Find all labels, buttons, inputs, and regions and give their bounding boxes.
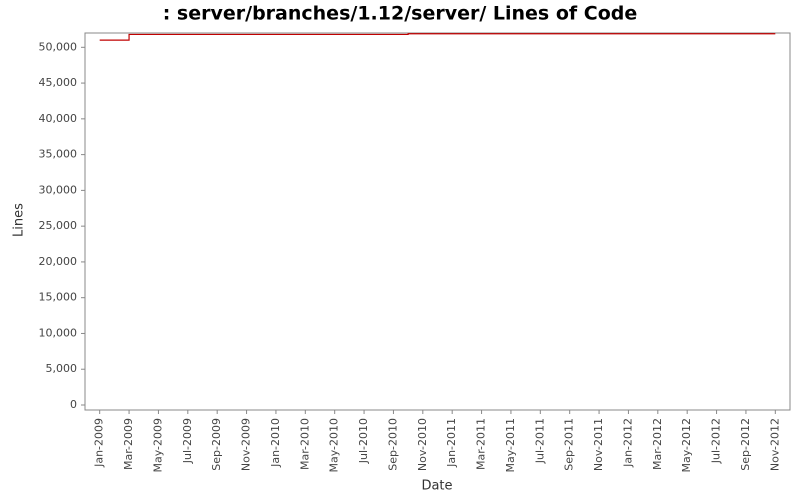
x-tick-label: Mar-2009 [122, 418, 135, 470]
y-tick-label: 45,000 [39, 76, 78, 89]
x-tick-label: Jan-2010 [269, 418, 282, 468]
x-tick-label: Sep-2009 [210, 418, 223, 471]
x-tick-label: May-2009 [151, 418, 164, 473]
x-tick-label: Mar-2010 [298, 418, 311, 470]
y-tick-label: 5,000 [46, 362, 78, 375]
y-tick-label: 25,000 [39, 219, 78, 232]
y-tick-label: 30,000 [39, 183, 78, 196]
x-tick-label: May-2011 [504, 418, 517, 473]
x-tick-label: Nov-2009 [240, 418, 253, 471]
y-tick-label: 40,000 [39, 112, 78, 125]
y-tick-label: 50,000 [39, 40, 78, 53]
y-tick-label: 15,000 [39, 291, 78, 304]
x-tick-label: May-2010 [328, 418, 341, 473]
x-tick-label: Nov-2010 [416, 418, 429, 471]
plot-area [84, 32, 791, 411]
x-tick-label: Nov-2011 [592, 418, 605, 471]
x-tick-label: Mar-2012 [651, 418, 664, 470]
x-tick-label: Jan-2012 [621, 418, 634, 468]
x-tick-label: Mar-2011 [475, 418, 488, 470]
x-tick-label: Jul-2010 [357, 418, 370, 464]
y-tick-label: 10,000 [39, 326, 78, 339]
x-tick-label: Jan-2009 [93, 418, 106, 468]
y-tick-label: 20,000 [39, 255, 78, 268]
x-tick-label: Jul-2012 [710, 418, 723, 464]
data-line [99, 33, 776, 41]
x-tick-label: May-2012 [680, 418, 693, 473]
x-tick-label: Jan-2011 [445, 418, 458, 468]
x-tick-label: Nov-2012 [768, 418, 781, 471]
x-tick-label: Jul-2009 [181, 418, 194, 464]
x-tick-label: Sep-2011 [563, 418, 576, 471]
y-tick-label: 0 [70, 398, 77, 411]
y-tick-label: 35,000 [39, 148, 78, 161]
y-axis-label: Lines [12, 203, 27, 237]
x-tick-label: Sep-2010 [386, 418, 399, 471]
chart-title: : server/branches/1.12/server/ Lines of … [163, 3, 638, 25]
x-tick-label: Jul-2011 [533, 418, 546, 464]
x-axis-label: Date [421, 479, 452, 494]
x-tick-label: Sep-2012 [739, 418, 752, 471]
